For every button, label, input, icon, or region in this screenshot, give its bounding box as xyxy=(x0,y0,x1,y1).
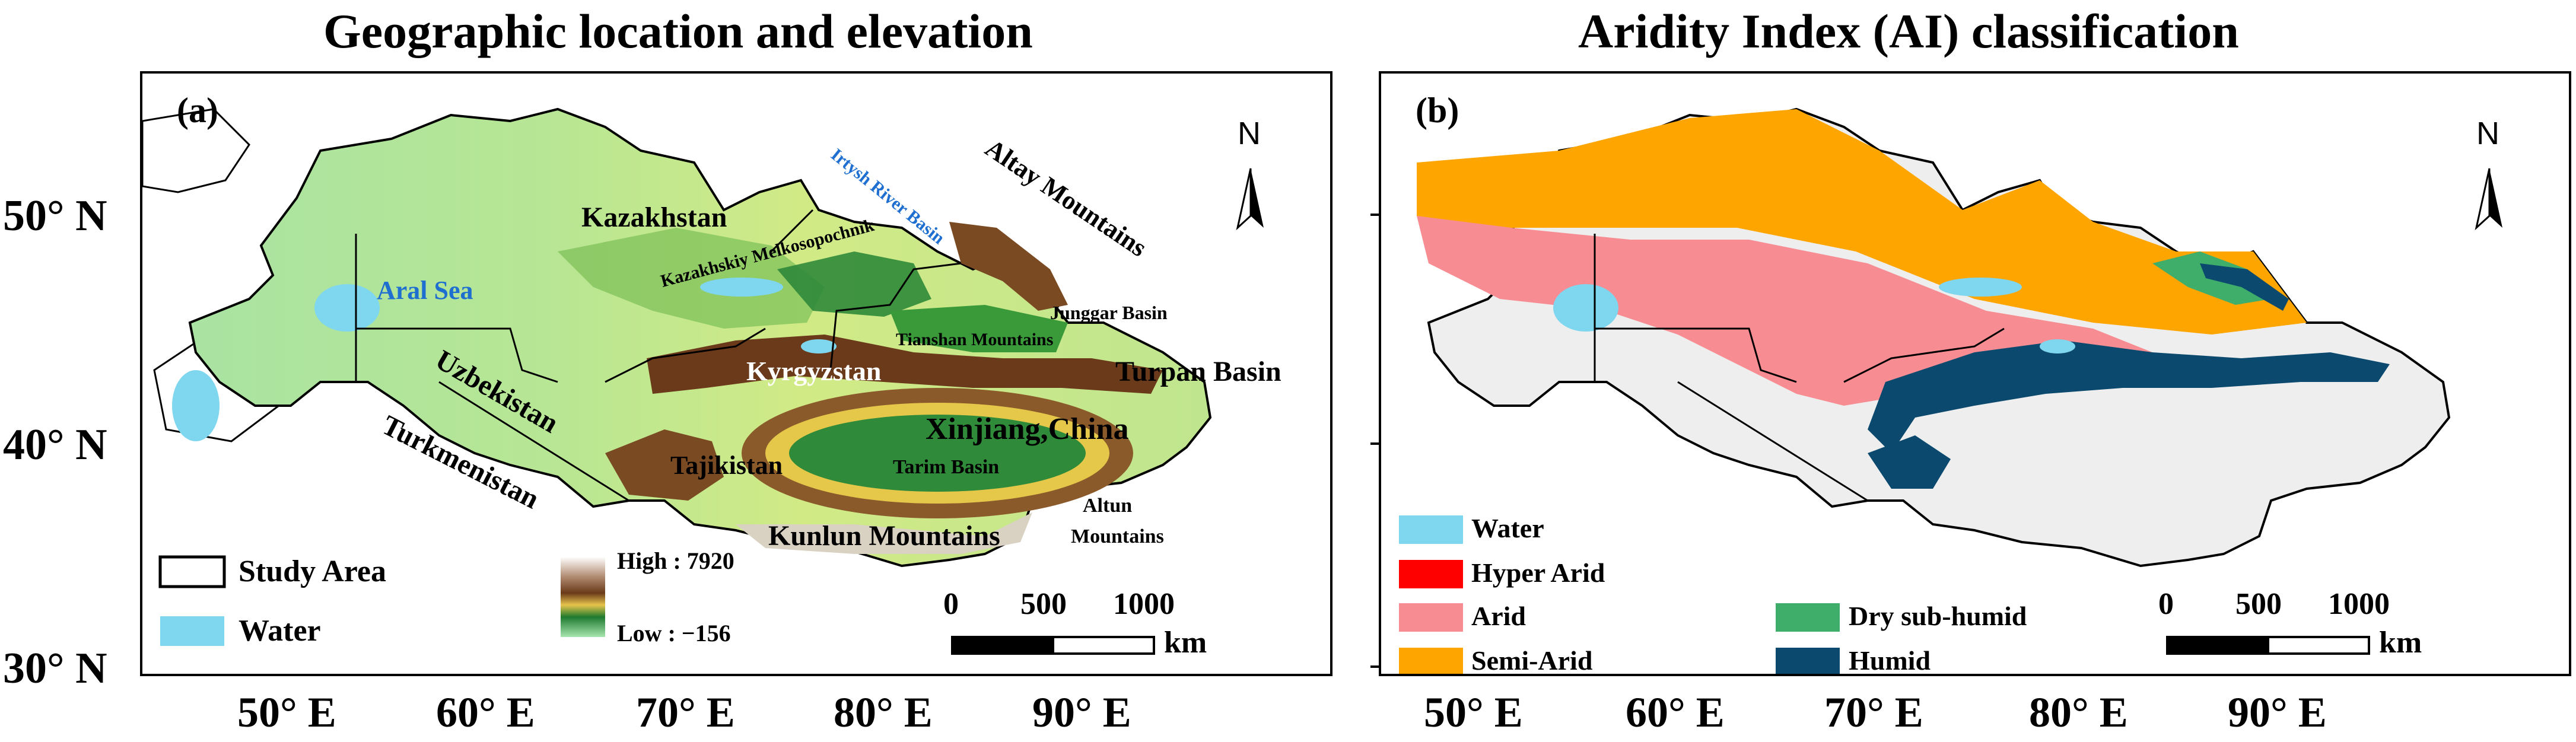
scale-unit: km xyxy=(1164,626,1207,660)
north-arrow-icon-b-half xyxy=(2475,168,2491,231)
elevation-low-label: Low : −156 xyxy=(617,620,731,647)
scale-bar-white-b xyxy=(2267,636,2370,655)
lon-label-50-b: 50° E xyxy=(1424,689,1523,736)
humid-zone-tianshan xyxy=(1868,340,2390,453)
caspian-water xyxy=(172,370,220,441)
scale-tick-500-b: 500 xyxy=(2235,587,2282,621)
legend-swatch-arid xyxy=(1399,603,1463,632)
legend-swatch-hyper-arid xyxy=(1399,560,1463,588)
legend-label-hyper-arid: Hyper Arid xyxy=(1471,558,1605,588)
lat-tick-30-b xyxy=(1370,665,1379,668)
elevation-high-label: High : 7920 xyxy=(617,547,734,574)
issyk-kul-water-b xyxy=(2040,339,2075,354)
panel-a-tag: (a) xyxy=(177,91,218,130)
lat-label-50-a: 50° N xyxy=(3,192,107,240)
pamir-relief xyxy=(605,429,724,501)
legend-label-semi-arid: Semi-Arid xyxy=(1471,645,1593,676)
tianshan-mountains-relief xyxy=(647,335,1163,394)
kunlun-relief xyxy=(736,512,1032,554)
scale-tick-1000-b: 1000 xyxy=(2328,587,2390,621)
north-arrow-icon xyxy=(1251,168,1264,228)
lon-label-80-a: 80° E xyxy=(834,689,933,736)
tarim-basin-floor xyxy=(789,415,1086,492)
legend-swatch-semi-arid xyxy=(1399,648,1463,674)
lon-label-80-b: 80° E xyxy=(2029,689,2128,736)
lake-balkhash-water-b xyxy=(1939,278,2022,297)
north-label-b: N xyxy=(2476,116,2499,151)
highland-zone xyxy=(558,228,825,329)
scale-tick-0: 0 xyxy=(943,587,959,621)
country-borders xyxy=(355,209,962,502)
elevation-map xyxy=(142,107,1264,655)
tianshan-mountains-label: Tianshan Mountains xyxy=(896,330,1054,349)
lat-label-40-a: 40° N xyxy=(3,421,107,469)
water-legend-swatch xyxy=(160,616,224,646)
map-frame-elevation: (a) N Kazakhstan Aral Sea Irtysh River B… xyxy=(140,71,1332,676)
study-area-legend-label: Study Area xyxy=(238,555,386,588)
legend-swatch-humid xyxy=(1776,648,1840,674)
legend-swatch-dry-sub-humid xyxy=(1776,603,1840,632)
scale-bar-black-b xyxy=(2166,636,2269,655)
lon-label-70-b: 70° E xyxy=(1824,689,1923,736)
humid-zone-altay xyxy=(2200,263,2289,311)
humid-zone-pamir xyxy=(1868,435,1951,489)
scale-tick-0-b: 0 xyxy=(2158,587,2174,621)
scale-bar-white xyxy=(1052,636,1155,655)
legend-label-humid: Humid xyxy=(1849,645,1931,676)
xinjiang-china-label: Xinjiang,China xyxy=(926,412,1129,446)
legend-label-water: Water xyxy=(1471,513,1544,543)
lon-label-50-a: 50° E xyxy=(237,689,336,736)
panel-b-tag: (b) xyxy=(1416,91,1459,130)
junggar-basin-label: Junggar Basin xyxy=(1050,302,1168,323)
legend-label-arid: Arid xyxy=(1471,601,1526,631)
water-legend-label: Water xyxy=(238,614,321,648)
kazakhstan-label: Kazakhstan xyxy=(581,202,727,233)
lat-tick-50-b xyxy=(1370,214,1379,216)
legend-label-dry-sub-humid: Dry sub-humid xyxy=(1849,601,2027,631)
scale-bar-black xyxy=(951,636,1054,655)
lon-label-60-b: 60° E xyxy=(1626,689,1725,736)
kyrgyzstan-label: Kyrgyzstan xyxy=(746,356,882,386)
panel-b-title: Aridity Index (AI) classification xyxy=(1578,4,2239,58)
lon-label-60-a: 60° E xyxy=(436,689,535,736)
panel-a-title: Geographic location and elevation xyxy=(323,4,1033,58)
junggar-basin-relief xyxy=(890,305,1068,352)
aral-sea-label: Aral Sea xyxy=(377,276,473,305)
neighbor-border xyxy=(142,108,250,193)
aral-sea-water-b xyxy=(1553,284,1618,332)
lat-tick-40-b xyxy=(1370,442,1379,445)
country-borders-b xyxy=(1594,234,2005,502)
altun-label-line1: Altun xyxy=(1083,495,1133,517)
scale-tick-500: 500 xyxy=(1020,587,1067,621)
lon-label-90-b: 90° E xyxy=(2228,689,2327,736)
scale-unit-b: km xyxy=(2379,626,2422,660)
map-frame-aridity: (b) N Water Hyper Arid Arid Semi-Arid Dr… xyxy=(1379,71,2571,676)
scale-tick-1000: 1000 xyxy=(1113,587,1175,621)
turpan-basin-label: Turpan Basin xyxy=(1115,356,1281,387)
lake-balkhash-water xyxy=(700,278,783,297)
lon-label-70-a: 70° E xyxy=(636,689,735,736)
altun-label-line2: Mountains xyxy=(1071,526,1164,547)
north-label: N xyxy=(1238,116,1261,151)
lon-label-90-a: 90° E xyxy=(1032,689,1131,736)
altay-mountains-relief xyxy=(949,222,1068,311)
aridity-map xyxy=(1399,107,2502,674)
tajikistan-label: Tajikistan xyxy=(670,451,783,480)
aral-sea-water xyxy=(314,284,380,332)
study-area-legend-swatch xyxy=(158,555,226,588)
lat-label-30-a: 30° N xyxy=(3,644,107,693)
north-arrow-icon-b xyxy=(2489,168,2502,228)
tarim-basin-label: Tarim Basin xyxy=(893,456,1000,478)
elevation-ramp xyxy=(561,557,605,637)
semi-arid-zone xyxy=(1417,109,2307,335)
north-arrow-icon-half xyxy=(1236,168,1252,231)
issyk-kul-water xyxy=(801,339,837,354)
legend-swatch-water xyxy=(1399,515,1463,544)
kunlun-mountains-label: Kunlun Mountains xyxy=(768,520,1000,552)
